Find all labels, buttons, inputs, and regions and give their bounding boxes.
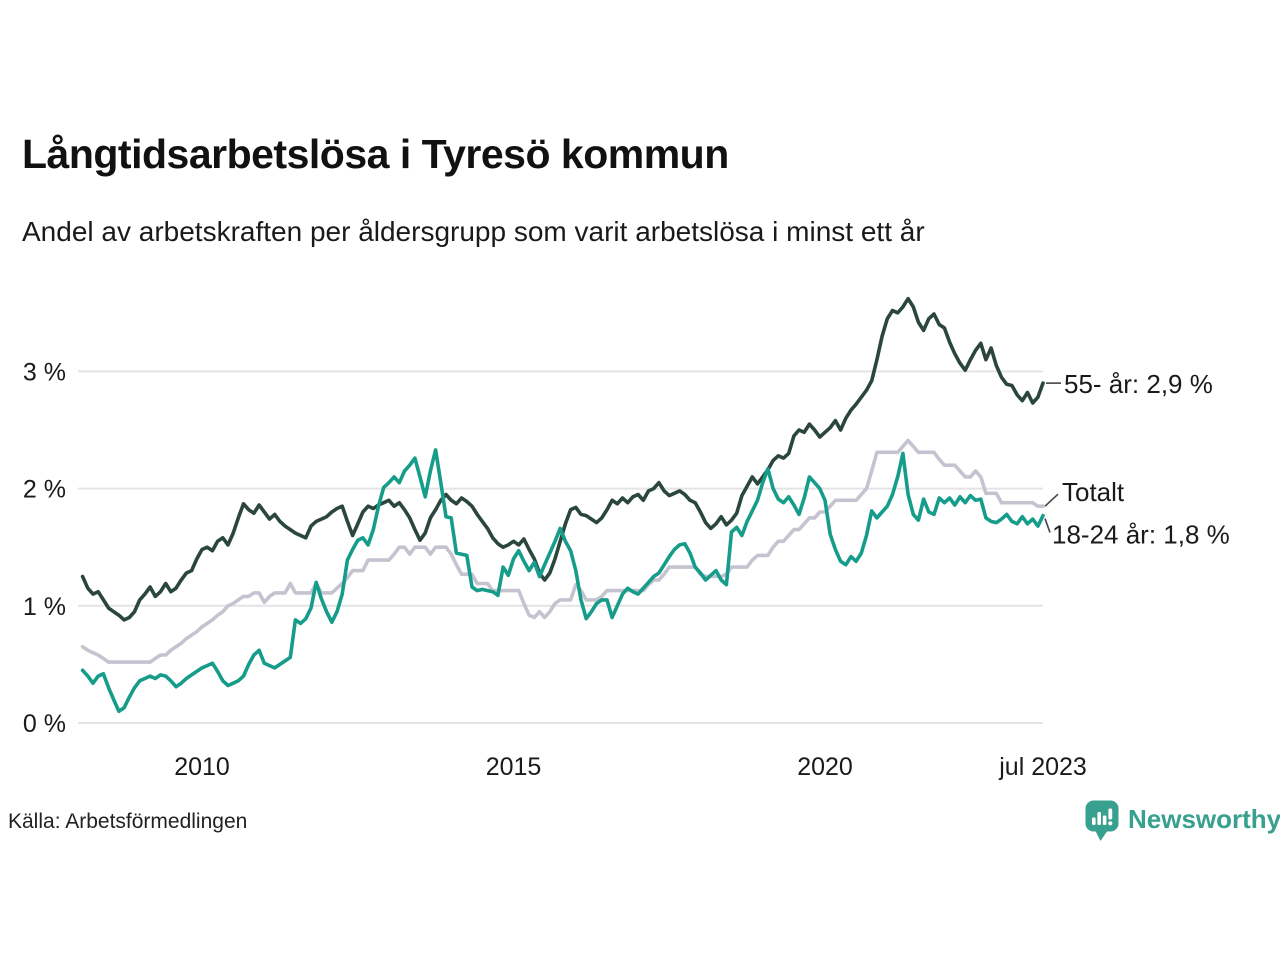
- label-connector-totalt: [1044, 493, 1059, 507]
- series-line-55-ar: [80, 296, 1045, 622]
- x-tick-label-2020: 2020: [797, 753, 853, 781]
- series-end-label-totalt: Totalt: [1062, 477, 1125, 507]
- newsworthy-logo: Newsworthy: [1085, 800, 1280, 842]
- chart-title: Långtidsarbetslösa i Tyresö kommun: [22, 131, 729, 177]
- x-tick-label-jul-2023: jul 2023: [998, 753, 1087, 781]
- label-connector-18-24-ar: [1044, 518, 1051, 533]
- newsworthy-wordmark: Newsworthy: [1128, 804, 1280, 834]
- x-tick-label-2010: 2010: [174, 753, 230, 781]
- newsworthy-bubble-bar-chart-icon: [1085, 800, 1119, 841]
- y-tick-label-2pct: 2 %: [23, 476, 66, 504]
- x-tick-label-2015: 2015: [486, 753, 542, 781]
- series-line-18-24-ar: [80, 448, 1045, 714]
- series-end-label-18-24-ar: 18-24 år: 1,8 %: [1052, 520, 1230, 550]
- y-tick-label-1pct: 1 %: [23, 593, 66, 621]
- y-tick-label-0pct: 0 %: [23, 710, 66, 738]
- series-end-label-55-ar: 55- år: 2,9 %: [1064, 369, 1213, 399]
- chart-subtitle: Andel av arbetskraften per åldersgrupp s…: [22, 216, 925, 247]
- y-tick-label-3pct: 3 %: [23, 358, 66, 386]
- source-note: Källa: Arbetsförmedlingen: [8, 810, 248, 833]
- series-line-totalt: [80, 438, 1045, 664]
